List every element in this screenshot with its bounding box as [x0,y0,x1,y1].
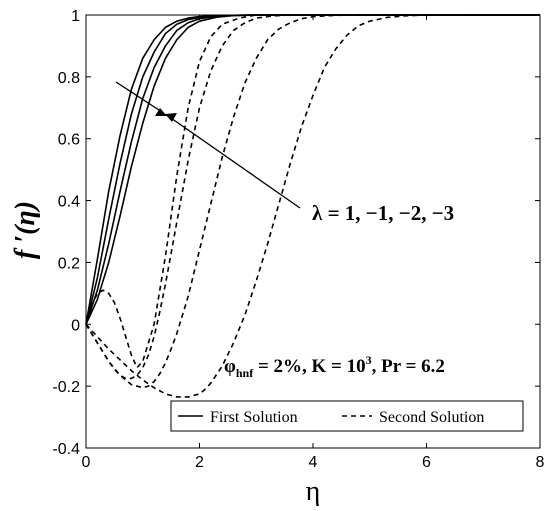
y-tick-label: 0.8 [58,70,80,87]
params-middle: = 2%, K = 10 [253,356,365,377]
y-tick-label: -0.2 [52,379,80,396]
second-solution-line-7 [85,14,540,398]
lambda-arrow-line-upper [115,81,163,113]
tick-labels: 0 2 4 6 8 -0.4 -0.2 0 0.2 0.4 0.6 0.8 1 [52,8,544,471]
first-solution-line-0 [85,14,540,325]
phi-subscript: hnf [236,366,254,380]
k-superscript: 3 [366,353,372,367]
first-solution-line-2 [85,14,540,325]
lambda-arrow-head-upper [155,108,167,116]
parameter-annotation: φhnf = 2%, K = 103, Pr = 6.2 [224,353,445,380]
params-end: , Pr = 6.2 [372,356,445,377]
x-axis-label: η [306,476,321,507]
second-solution-line-6 [85,14,540,389]
second-solution-line-5 [85,14,540,380]
legend-second-solution: Second Solution [379,409,484,426]
lambda-annotation: λ = 1, −1, −2, −3 [312,201,454,225]
y-tick-label: 0.4 [58,194,80,211]
x-tick-label: 0 [82,454,91,471]
x-tick-label: 2 [195,454,204,471]
x-tick-label: 8 [536,454,545,471]
lambda-arrow-head [165,113,177,122]
phi-symbol: φ [224,356,236,377]
y-tick-label: 0.2 [58,255,80,272]
y-tick-label: 0.6 [58,132,80,149]
lambda-arrow-line [170,117,301,209]
y-tick-label: 1 [71,8,80,25]
legend: First Solution Second Solution [170,400,524,432]
x-tick-label: 4 [309,454,318,471]
y-tick-label: -0.4 [52,441,80,458]
second-solution-line-4 [85,14,540,369]
plot-frame [85,14,541,449]
series-lines [85,14,540,398]
first-solution-line-1 [85,14,540,325]
first-solution-line-3 [85,14,540,325]
legend-first-solution: First Solution [210,409,298,426]
y-tick-label: 0 [71,317,80,334]
x-tick-label: 6 [422,454,431,471]
y-axis-label: f ′(η) [10,201,41,259]
axis-ticks [85,14,541,449]
